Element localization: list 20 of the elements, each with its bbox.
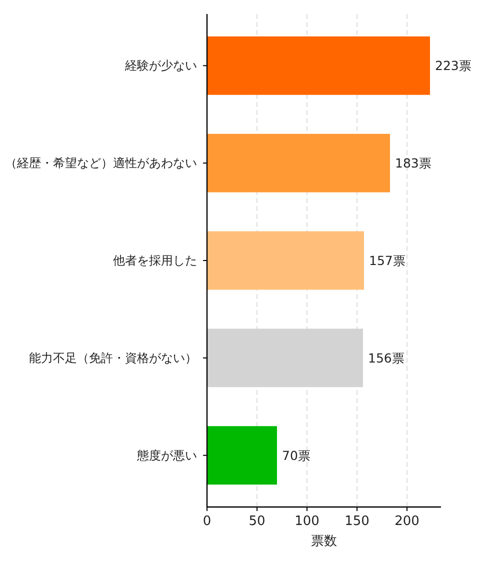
- y-tick-label: 他者を採用した: [113, 254, 197, 268]
- data-label: 70票: [282, 448, 311, 463]
- y-tick-label: 態度が悪い: [136, 448, 197, 462]
- y-tick-label: 能力不足（免許・資格がない）: [29, 350, 197, 365]
- x-tick-label: 50: [248, 514, 266, 529]
- y-tick-label: （経歴・希望など）適性があわない: [5, 156, 197, 170]
- x-tick-label: 100: [294, 514, 320, 529]
- x-tick-label: 200: [394, 514, 420, 529]
- bar: [207, 134, 390, 192]
- data-label: 183票: [395, 156, 432, 171]
- bar: [207, 36, 430, 95]
- x-tick-label: 150: [344, 514, 370, 529]
- bar: [207, 231, 364, 290]
- data-label: 157票: [369, 253, 406, 268]
- y-tick-label: 経験が少ない: [124, 58, 197, 73]
- x-tick-label: 0: [202, 514, 212, 529]
- bar: [207, 426, 277, 485]
- data-label: 223票: [435, 58, 472, 74]
- x-axis-title: 票数: [311, 534, 337, 549]
- data-label: 156票: [368, 350, 405, 366]
